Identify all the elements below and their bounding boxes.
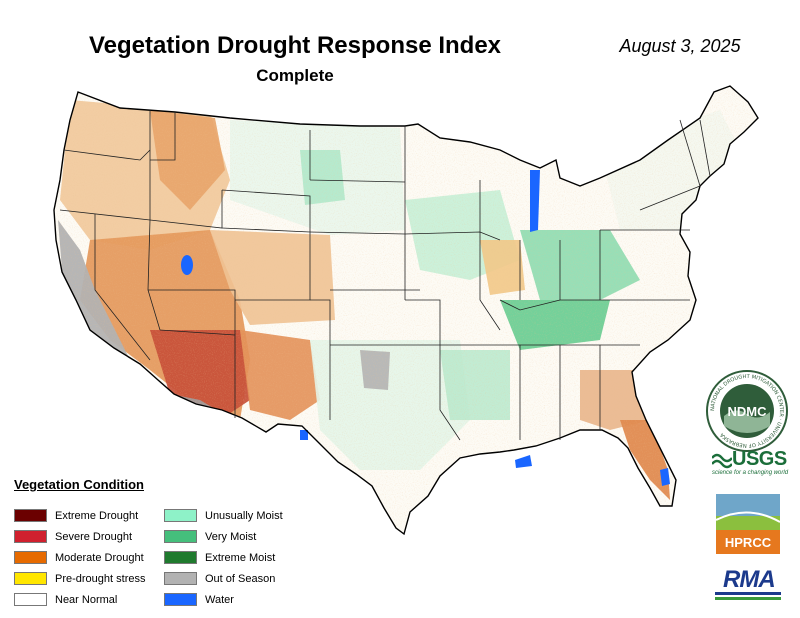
legend-item-unusually-moist: Unusually Moist [164, 505, 283, 526]
legend-swatch [14, 551, 47, 564]
legend-label: Pre-drought stress [55, 572, 146, 585]
usgs-wave-icon [712, 453, 732, 469]
ndmc-text: NDMC [728, 404, 768, 419]
legend-swatch [164, 530, 197, 543]
legend-label: Near Normal [55, 593, 118, 606]
legend-item-pre-drought-stress: Pre-drought stress [14, 568, 145, 589]
usgs-logo: USGS science for a changing world [712, 448, 790, 482]
us-outline [53, 85, 759, 536]
hprcc-logo: HPRCC [716, 494, 780, 554]
usgs-text: USGS [732, 448, 787, 470]
legend-item-out-of-season: Out of Season [164, 568, 283, 589]
legend-label: Moderate Drought [55, 551, 144, 564]
legend-item-near-normal: Near Normal [14, 589, 145, 610]
rma-text: RMA [723, 566, 776, 593]
legend-swatch [14, 572, 47, 585]
legend-drought-column: Extreme Drought Severe Drought Moderate … [14, 505, 145, 610]
legend-label: Water [205, 593, 234, 606]
legend-moist-column: Unusually Moist Very Moist Extreme Moist… [164, 505, 283, 610]
usgs-tagline: science for a changing world [712, 470, 789, 476]
map-subtitle: Complete [256, 66, 334, 85]
rma-logo: RMA [715, 566, 781, 600]
rma-stripe-icon [715, 592, 781, 600]
legend-item-moderate-drought: Moderate Drought [14, 547, 145, 568]
legend-label: Out of Season [205, 572, 276, 585]
water-bodies [181, 170, 670, 486]
map-title: Vegetation Drought Response Index [88, 32, 502, 59]
legend-label: Severe Drought [55, 530, 133, 543]
legend-swatch [14, 509, 47, 522]
legend-swatch [164, 551, 197, 564]
legend-swatch [14, 530, 47, 543]
legend-label: Unusually Moist [205, 509, 283, 522]
hprcc-emblem [716, 494, 780, 554]
legend-item-severe-drought: Severe Drought [14, 526, 145, 547]
legend-label: Extreme Drought [55, 509, 139, 522]
legend-item-water: Water [164, 589, 283, 610]
map-date: August 3, 2025 [619, 36, 741, 56]
conus-vegdri-map [53, 85, 759, 536]
legend-swatch [164, 572, 197, 585]
hprcc-text: HPRCC [724, 535, 772, 550]
legend-swatch [164, 593, 197, 606]
legend-swatch [14, 593, 47, 606]
legend-swatch [164, 509, 197, 522]
legend-item-extreme-moist: Extreme Moist [164, 547, 283, 568]
legend-label: Very Moist [205, 530, 257, 543]
legend-item-extreme-drought: Extreme Drought [14, 505, 145, 526]
ndmc-logo: NATIONAL DROUGHT MITIGATION CENTER · UNI… [706, 370, 788, 452]
state-boundaries [59, 110, 711, 441]
legend-label: Extreme Moist [205, 551, 276, 564]
legend-title: Vegetation Condition [14, 477, 144, 492]
legend-item-very-moist: Very Moist [164, 526, 283, 547]
